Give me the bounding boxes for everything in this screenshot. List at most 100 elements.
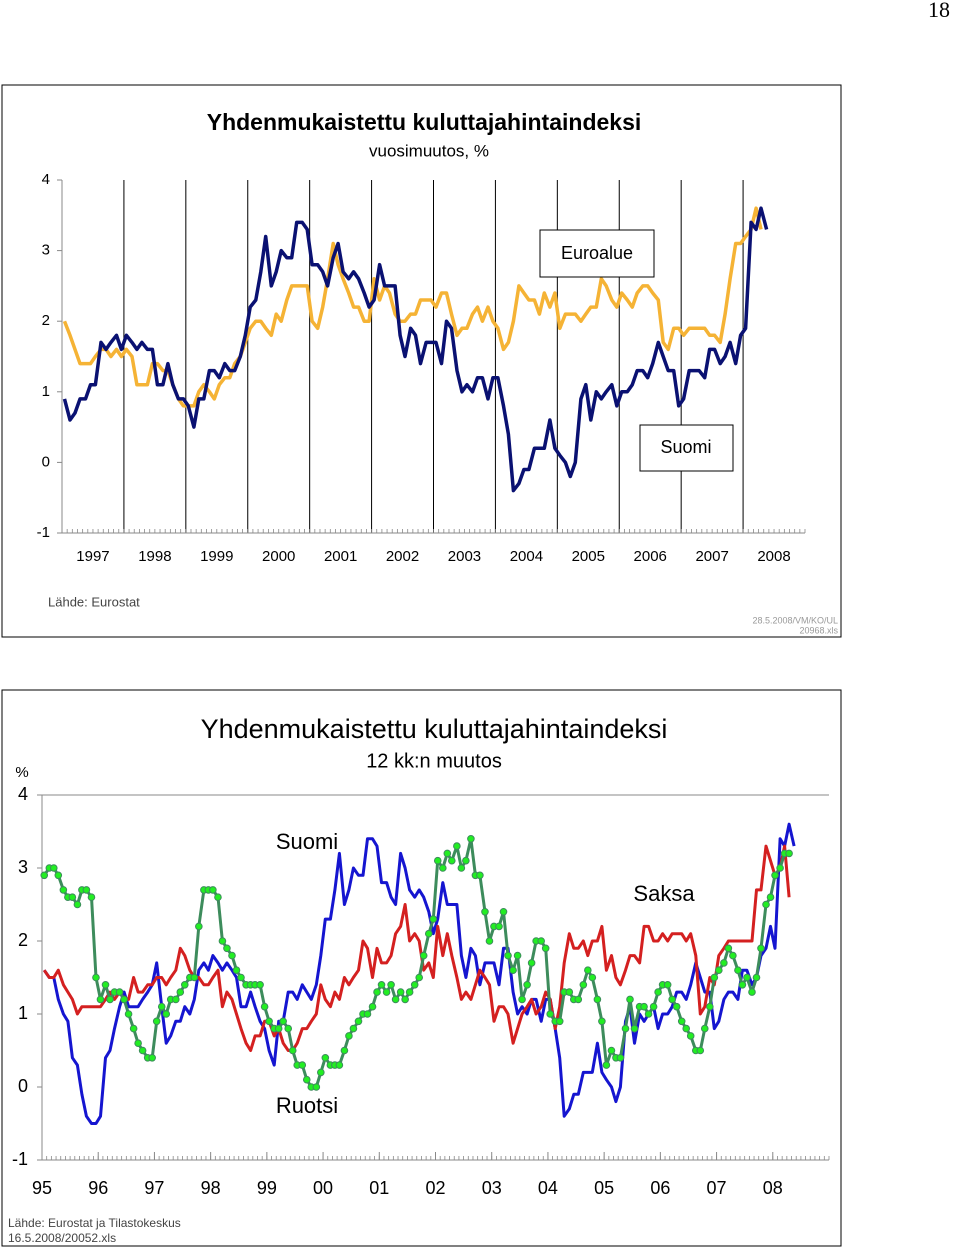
note: 20968.xls	[799, 625, 838, 635]
marker	[152, 1017, 161, 1026]
marker	[574, 995, 583, 1004]
marker	[317, 1068, 325, 1077]
x-tick-label: 98	[201, 1178, 221, 1198]
series-line	[42, 822, 796, 1125]
marker	[218, 937, 227, 945]
marker	[481, 908, 489, 916]
series-line	[62, 206, 763, 408]
marker	[274, 1024, 283, 1033]
marker	[644, 1010, 653, 1018]
marker	[92, 973, 100, 982]
marker	[762, 900, 770, 909]
marker	[706, 1002, 714, 1011]
marker	[462, 856, 470, 865]
marker	[771, 871, 779, 880]
marker	[734, 966, 742, 975]
marker	[256, 981, 264, 989]
marker	[40, 871, 49, 880]
x-tick-label: 2000	[262, 548, 295, 565]
source: Lähde: Eurostat ja Tilastokeskus	[8, 1216, 181, 1230]
marker	[743, 973, 751, 982]
marker	[785, 849, 793, 858]
y-tick-label: 2	[18, 930, 28, 950]
marker	[176, 988, 185, 996]
marker	[106, 995, 114, 1004]
marker	[138, 1046, 147, 1055]
marker	[672, 1002, 681, 1011]
x-tick-label: 97	[144, 1178, 164, 1198]
marker	[190, 973, 199, 982]
marker	[265, 1017, 273, 1026]
marker	[616, 1054, 625, 1062]
marker	[124, 1010, 133, 1018]
marker	[237, 973, 245, 982]
marker	[120, 995, 128, 1004]
marker	[260, 1002, 269, 1011]
marker	[368, 1002, 377, 1011]
marker	[415, 973, 423, 982]
marker	[729, 951, 737, 960]
marker	[396, 988, 405, 996]
marker	[598, 1017, 606, 1026]
marker	[312, 1083, 321, 1091]
x-tick-label: 07	[707, 1178, 727, 1198]
marker	[302, 1075, 311, 1084]
marker	[621, 1024, 630, 1033]
legend-label: Suomi	[660, 437, 711, 457]
marker	[50, 864, 58, 872]
marker	[439, 864, 447, 872]
series-line	[62, 206, 769, 493]
x-tick-label: 96	[88, 1178, 108, 1198]
y-tick-label: -1	[37, 524, 50, 541]
y-tick-label: 0	[42, 453, 50, 470]
y-tick-label: 4	[42, 171, 50, 188]
marker	[68, 893, 77, 902]
x-tick-label: 2003	[448, 548, 481, 565]
marker	[387, 981, 395, 989]
marker	[288, 1046, 297, 1055]
marker	[513, 951, 522, 960]
marker	[401, 995, 409, 1004]
marker	[73, 900, 82, 909]
x-tick-label: 2002	[386, 548, 419, 565]
marker	[335, 1061, 344, 1069]
marker	[700, 1024, 709, 1033]
marker	[279, 1017, 287, 1026]
series-line	[42, 844, 791, 1052]
marker	[546, 1010, 554, 1018]
marker	[541, 944, 550, 953]
marker	[757, 944, 765, 953]
marker	[584, 966, 592, 975]
marker	[668, 995, 676, 1004]
marker	[410, 981, 419, 989]
x-tick-label: 01	[369, 1178, 389, 1198]
source: Lähde: Eurostat	[48, 594, 140, 609]
marker	[96, 995, 105, 1004]
marker	[509, 966, 517, 975]
x-tick-label: 95	[32, 1178, 52, 1198]
y-axis-label: %	[15, 764, 28, 781]
marker	[527, 959, 536, 967]
marker	[710, 973, 719, 982]
marker	[209, 886, 217, 894]
x-tick-label: 2001	[324, 548, 357, 565]
marker	[115, 988, 124, 996]
marker	[593, 995, 602, 1004]
marker	[162, 1010, 171, 1018]
marker	[340, 1046, 349, 1055]
marker	[738, 981, 747, 989]
x-tick-label: 1999	[200, 548, 233, 565]
marker	[433, 856, 442, 865]
marker	[752, 973, 761, 982]
marker	[171, 995, 180, 1004]
chart-title: Yhdenmukaistettu kuluttajahintaindeksi	[207, 109, 642, 135]
marker	[607, 1046, 616, 1055]
marker	[354, 1017, 363, 1026]
legend-label: Saksa	[633, 881, 695, 906]
x-tick-label: 05	[594, 1178, 614, 1198]
x-tick-label: 08	[763, 1178, 783, 1198]
marker	[626, 995, 634, 1004]
chart-subtitle: 12 kk:n muutos	[366, 750, 502, 772]
page-number: 18	[928, 0, 950, 22]
